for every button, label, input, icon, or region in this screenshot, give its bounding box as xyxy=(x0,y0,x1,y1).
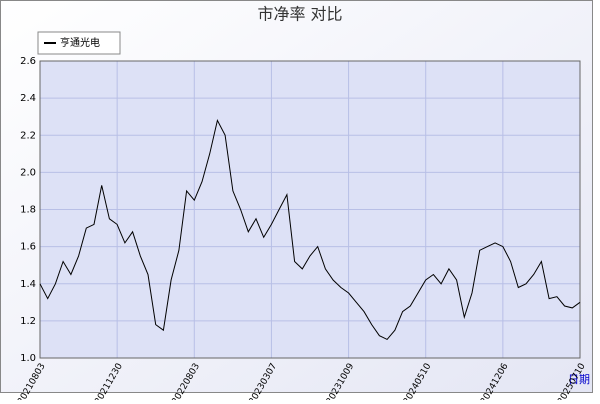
axis-frame xyxy=(39,60,581,359)
y-tick-label: 2.4 xyxy=(20,93,36,104)
y-tick-label: 1.0 xyxy=(20,353,36,364)
y-tick-label: 1.4 xyxy=(20,279,36,290)
data-line xyxy=(39,118,581,341)
chart-title: 市净率 对比 xyxy=(257,5,342,24)
x-axis-label: 日期 xyxy=(568,373,590,386)
y-tick-label: 2.6 xyxy=(20,56,36,67)
y-tick-label: 1.2 xyxy=(20,316,36,327)
y-tick-label: 2.2 xyxy=(20,130,36,141)
y-tick-label: 1.8 xyxy=(20,205,36,216)
legend xyxy=(37,31,121,55)
y-tick-label: 1.6 xyxy=(20,242,36,253)
y-tick-label: 2.0 xyxy=(20,167,36,178)
legend-label: 亨通光电 xyxy=(60,36,100,49)
